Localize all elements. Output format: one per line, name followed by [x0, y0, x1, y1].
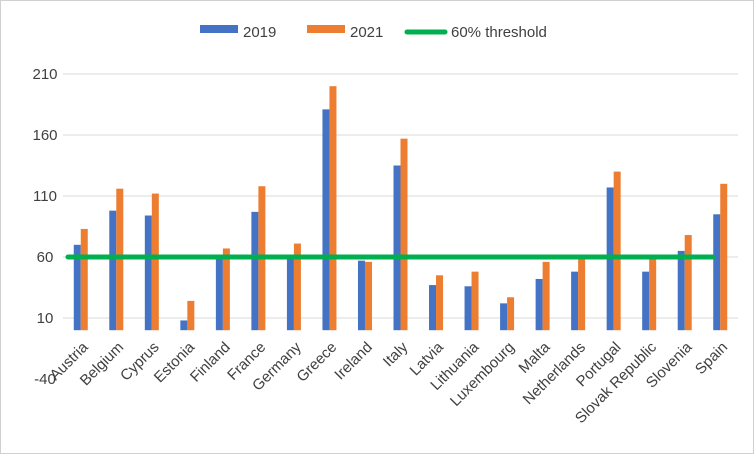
legend-label-2019: 2019: [243, 24, 276, 41]
legend-swatch-2019: [200, 25, 238, 33]
bar-2019-finland: [215, 258, 223, 331]
x-axis: AustriaBelgiumCyprusEstoniaFinlandFrance…: [47, 338, 732, 427]
bar-2021-austria: [80, 228, 88, 331]
bar-2021-greece: [329, 86, 337, 331]
bar-2019-lithuania: [464, 286, 472, 331]
bar-2021-cyprus: [151, 193, 159, 331]
bar-2021-finland: [222, 248, 230, 331]
y-tick-label: 60: [37, 249, 54, 266]
bar-2021-estonia: [187, 300, 195, 331]
bar-2019-ireland: [357, 260, 365, 331]
bar-2019-belgium: [109, 210, 117, 331]
x-tick-label: Spain: [692, 339, 731, 378]
bar-2019-malta: [535, 278, 543, 331]
bar-2021-slovenia: [684, 235, 692, 331]
y-tick-label: 160: [32, 127, 57, 144]
bar-2019-luxembourg: [500, 303, 508, 331]
bars: [73, 86, 728, 331]
bar-2021-lithuania: [471, 271, 479, 331]
bar-2019-greece: [322, 109, 330, 331]
bar-2019-france: [251, 211, 259, 331]
bar-2021-portugal: [613, 171, 621, 331]
bar-2019-slovak-republic: [642, 271, 650, 331]
bar-2021-latvia: [436, 275, 444, 331]
bar-2021-spain: [720, 183, 728, 331]
bar-2019-germany: [286, 258, 294, 331]
bar-2019-latvia: [429, 285, 437, 331]
bar-2021-luxembourg: [507, 297, 515, 331]
bar-2019-austria: [73, 244, 81, 331]
x-tick-label: Finland: [187, 339, 234, 386]
bar-2021-malta: [542, 261, 550, 331]
y-tick-label: -40: [34, 371, 56, 388]
y-tick-label: 210: [32, 66, 57, 83]
bar-2019-slovenia: [677, 250, 685, 331]
bar-2019-netherlands: [571, 271, 579, 331]
bar-2019-spain: [713, 214, 721, 331]
bar-2021-ireland: [364, 261, 372, 331]
legend-swatch-2021: [307, 25, 345, 33]
bar-2019-cyprus: [144, 215, 152, 331]
y-axis: -40 10 60 110 160 210: [32, 66, 57, 388]
bar-2021-slovak-republic: [649, 258, 657, 331]
bar-2021-germany: [293, 243, 301, 331]
legend: 2019 2021 60% threshold: [200, 24, 547, 41]
bar-2021-italy: [400, 138, 408, 331]
x-tick-label: Ireland: [331, 339, 375, 383]
legend-label-threshold: 60% threshold: [451, 24, 547, 41]
y-tick-label: 110: [33, 188, 57, 205]
x-tick-label: Greece: [293, 339, 340, 386]
bar-2019-italy: [393, 165, 401, 331]
bar-2019-estonia: [180, 320, 188, 331]
y-tick-label: 10: [37, 310, 54, 327]
legend-label-2021: 2021: [350, 24, 383, 41]
bar-2021-netherlands: [578, 258, 586, 331]
